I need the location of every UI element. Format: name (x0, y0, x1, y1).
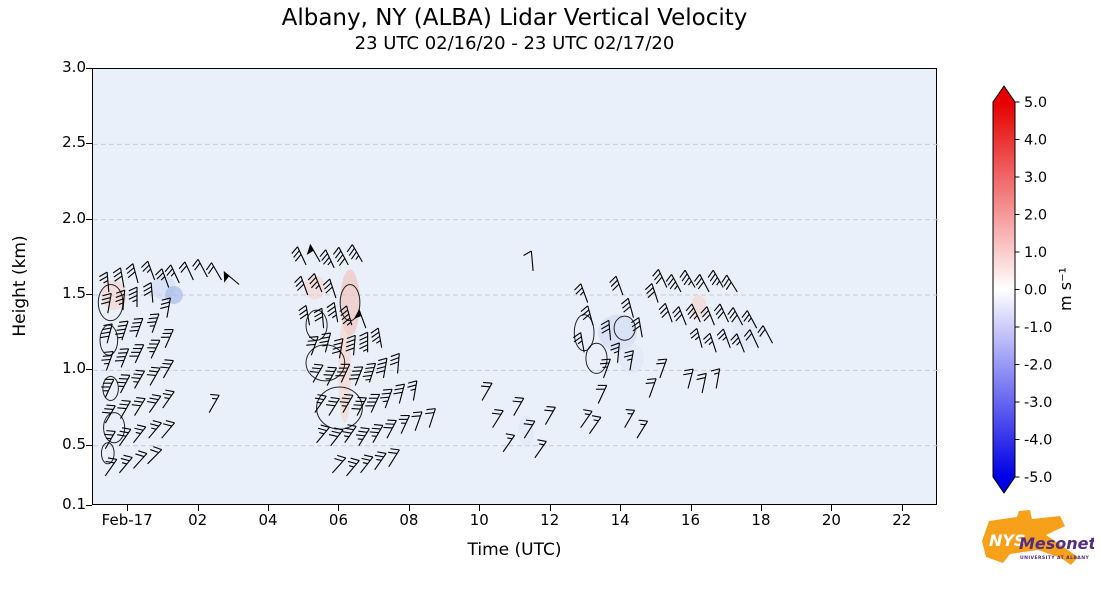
x-tick-label: 10 (469, 511, 489, 529)
colorbar-tick-label: 4.0 (1024, 133, 1047, 149)
colorbar-tick-label: 1.0 (1024, 245, 1047, 261)
ny-state-shape (982, 510, 1078, 565)
colorbar-tick-label: 5.0 (1024, 95, 1047, 111)
figure-title: Albany, NY (ALBA) Lidar Vertical Velocit… (281, 5, 748, 31)
y-tick-mark (86, 68, 92, 69)
colorbar-tick-label: -2.0 (1024, 358, 1052, 374)
logo-mesonet-text: Mesonet (1019, 534, 1094, 553)
x-tick-label: 22 (892, 511, 912, 529)
y-tick-label: 2.0 (62, 208, 86, 227)
y-tick-label: 0.1 (62, 495, 86, 513)
y-tick-mark (86, 505, 92, 506)
x-tick-mark (268, 505, 270, 511)
y-tick-label: 1.0 (62, 359, 86, 378)
x-tick-mark (127, 505, 129, 511)
x-tick-mark (479, 505, 481, 511)
x-tick-mark (831, 505, 833, 511)
x-tick-mark (549, 505, 551, 511)
colorbar-tick-label: 0.0 (1024, 283, 1047, 299)
logo-tagline-text: UNIVERSITY AT ALBANY (1020, 555, 1090, 561)
plot-canvas (93, 143, 938, 477)
x-tick-label: 08 (399, 511, 419, 529)
colorbar-tick-label: 3.0 (1024, 170, 1047, 186)
x-tick-label: 18 (751, 511, 771, 529)
x-tick-label: 14 (610, 511, 630, 529)
velocity-shading-layer (101, 269, 764, 446)
colorbar-tick-label: -4.0 (1024, 433, 1052, 449)
x-tick-label: 12 (540, 511, 560, 529)
colorbar-label: m s⁻¹ (1056, 267, 1075, 311)
contour-layer (97, 283, 636, 465)
colorbar-tick-label: -5.0 (1024, 470, 1052, 486)
colorbar-tick-label: 2.0 (1024, 208, 1047, 224)
x-tick-mark (760, 505, 762, 511)
x-tick-mark (338, 505, 340, 511)
x-tick-label: 02 (188, 511, 208, 529)
colorbar: 5.0 4.0 3.0 2.0 1.0 0.0 -1.0 -2.0 -3.0 -4.0 -5.0 (992, 85, 1052, 494)
x-tick-mark (408, 505, 410, 511)
y-tick-label: 0.5 (62, 434, 86, 453)
x-tick-mark (690, 505, 692, 511)
x-tick-mark (901, 505, 903, 511)
x-tick-label: Feb-17 (101, 511, 153, 529)
y-tick-mark (86, 369, 92, 371)
gridlines (93, 143, 938, 447)
x-tick-label: 06 (328, 511, 348, 529)
x-tick-label: 04 (258, 511, 278, 529)
colorbar-tick-label: -3.0 (1024, 395, 1052, 411)
logo-nys-text: NYS (989, 531, 1026, 550)
y-tick-mark (86, 143, 92, 145)
x-axis-label: Time (UTC) (467, 540, 562, 560)
figure-subtitle: 23 UTC 02/16/20 - 23 UTC 02/17/20 (354, 33, 675, 54)
x-tick-mark (620, 505, 622, 511)
y-tick-mark (86, 444, 92, 446)
colorbar-gradient-bar (992, 85, 1016, 494)
y-tick-mark (86, 294, 92, 296)
x-tick-label: 20 (821, 511, 841, 529)
y-axis-label: Height (km) (10, 235, 30, 337)
y-tick-mark (86, 218, 92, 220)
nys-mesonet-logo: NYS Mesonet UNIVERSITY AT ALBANY (982, 510, 1094, 565)
wind-barb-layer (99, 244, 774, 477)
y-tick-label: 2.5 (62, 133, 86, 152)
x-tick-label: 16 (680, 511, 701, 529)
plot-area (92, 68, 938, 505)
colorbar-tick-label: -1.0 (1024, 320, 1052, 336)
x-tick-mark (197, 505, 199, 511)
y-tick-label: 3.0 (62, 58, 86, 76)
y-tick-label: 1.5 (62, 284, 86, 303)
